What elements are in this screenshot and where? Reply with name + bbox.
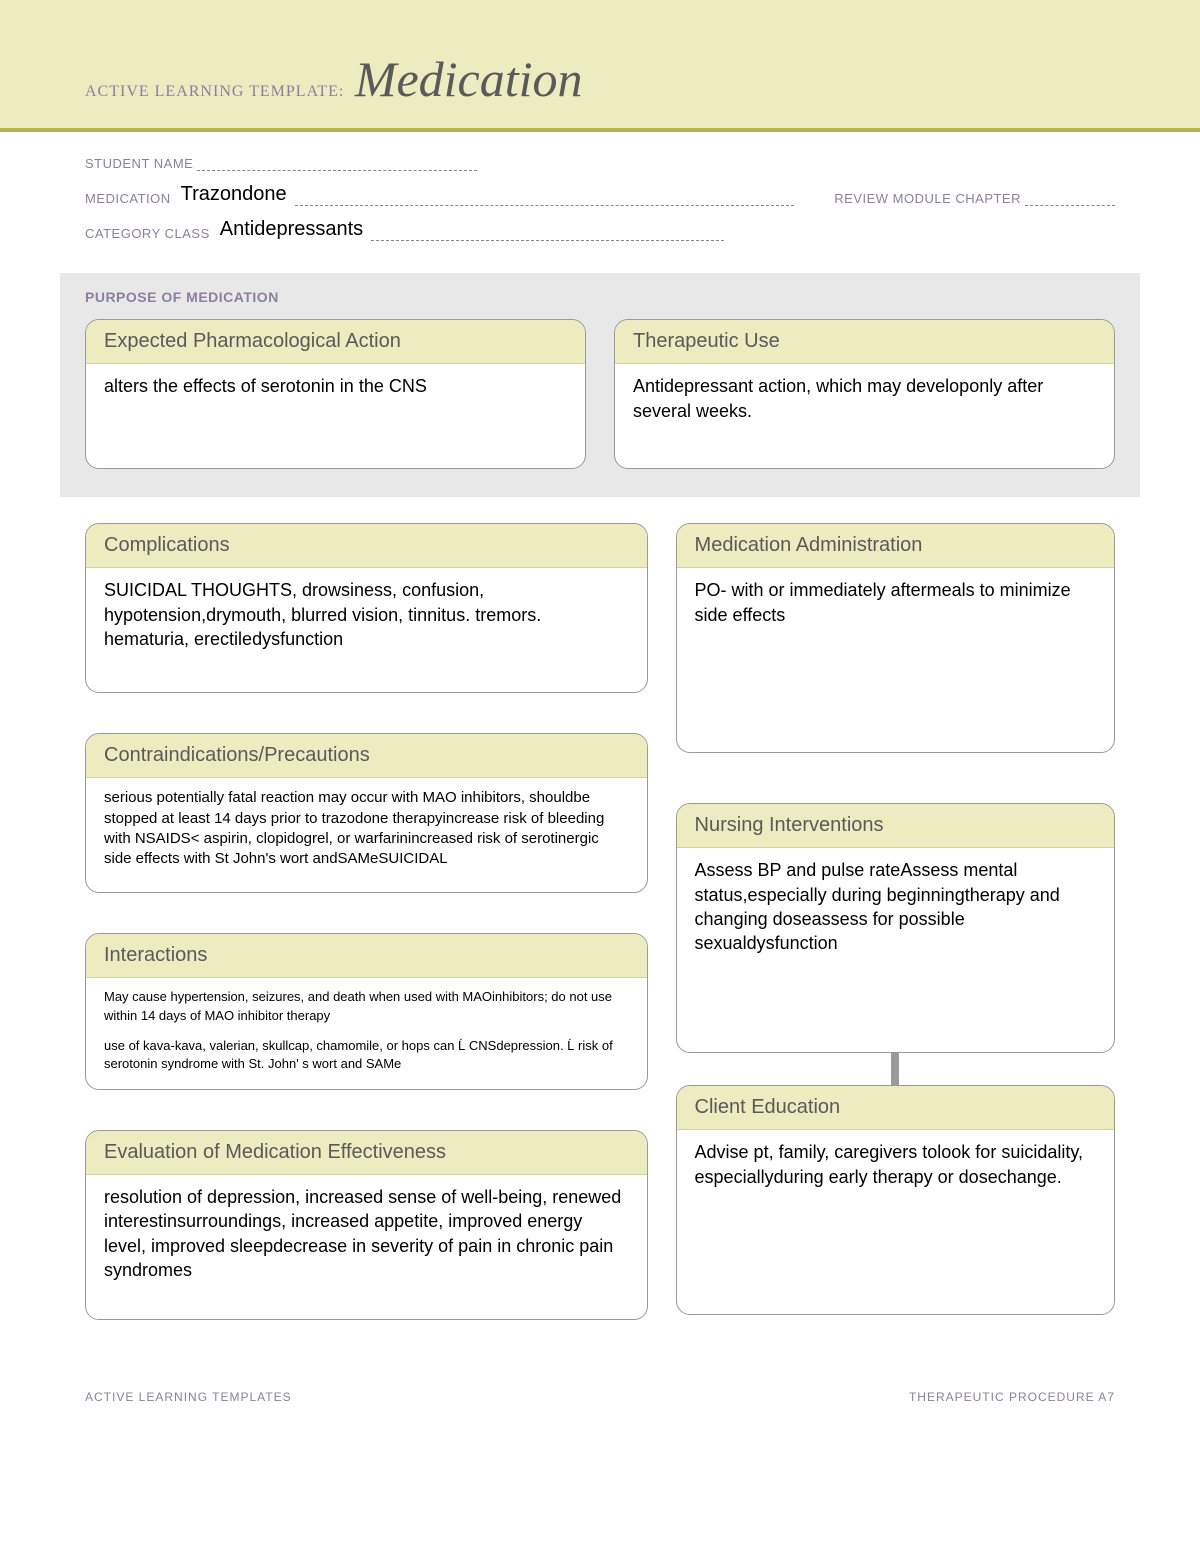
interactions-body-2: use of kava-kava, valerian, skullcap, ch…: [104, 1037, 629, 1073]
interactions-heading: Interactions: [86, 934, 647, 978]
student-info-block: STUDENT NAME MEDICATION Trazondone REVIE…: [0, 132, 1200, 273]
evaluation-body: resolution of depression, increased sens…: [86, 1175, 647, 1298]
main-grid: Complications SUICIDAL THOUGHTS, drowsin…: [0, 497, 1200, 1330]
medication-label: MEDICATION: [85, 191, 171, 206]
medication-admin-heading: Medication Administration: [677, 524, 1114, 568]
medication-blank: [295, 191, 795, 206]
template-label: ACTIVE LEARNING TEMPLATE:: [85, 83, 344, 100]
medication-admin-card: Medication Administration PO- with or im…: [676, 523, 1115, 753]
right-column: Medication Administration PO- with or im…: [676, 523, 1115, 1320]
contraindications-card: Contraindications/Precautions serious po…: [85, 733, 648, 893]
pharm-action-card: Expected Pharmacological Action alters t…: [85, 319, 586, 469]
interactions-card: Interactions May cause hypertension, sei…: [85, 933, 648, 1090]
category-label: CATEGORY CLASS: [85, 226, 210, 241]
nursing-interventions-body: Assess BP and pulse rateAssess mental st…: [677, 848, 1114, 971]
therapeutic-use-heading: Therapeutic Use: [615, 320, 1114, 364]
medication-admin-body: PO- with or immediately aftermeals to mi…: [677, 568, 1114, 643]
student-name-blank: [197, 156, 477, 171]
category-blank: [371, 226, 723, 241]
pharm-action-body: alters the effects of serotonin in the C…: [86, 364, 585, 414]
evaluation-heading: Evaluation of Medication Effectiveness: [86, 1131, 647, 1175]
client-education-body: Advise pt, family, caregivers tolook for…: [677, 1130, 1114, 1205]
therapeutic-use-card: Therapeutic Use Antidepressant action, w…: [614, 319, 1115, 469]
purpose-section: PURPOSE OF MEDICATION Expected Pharmacol…: [60, 273, 1140, 497]
complications-body: SUICIDAL THOUGHTS, drowsiness, confusion…: [86, 568, 647, 667]
pharm-action-heading: Expected Pharmacological Action: [86, 320, 585, 364]
client-education-card: Client Education Advise pt, family, care…: [676, 1085, 1115, 1315]
category-value: Antidepressants: [216, 218, 367, 241]
footer-left: ACTIVE LEARNING TEMPLATES: [85, 1390, 292, 1404]
evaluation-card: Evaluation of Medication Effectiveness r…: [85, 1130, 648, 1320]
footer-right: THERAPEUTIC PROCEDURE A7: [909, 1390, 1115, 1404]
client-education-heading: Client Education: [677, 1086, 1114, 1130]
purpose-title: PURPOSE OF MEDICATION: [85, 289, 1115, 305]
interactions-body-1: May cause hypertension, seizures, and de…: [104, 988, 629, 1024]
review-label: REVIEW MODULE CHAPTER: [834, 191, 1021, 206]
therapeutic-use-body: Antidepressant action, which may develop…: [615, 364, 1114, 439]
left-column: Complications SUICIDAL THOUGHTS, drowsin…: [85, 523, 648, 1320]
nursing-interventions-card: Nursing Interventions Assess BP and puls…: [676, 803, 1115, 1053]
complications-card: Complications SUICIDAL THOUGHTS, drowsin…: [85, 523, 648, 693]
student-name-label: STUDENT NAME: [85, 156, 193, 171]
header-band: ACTIVE LEARNING TEMPLATE: Medication: [0, 0, 1200, 132]
interactions-body: May cause hypertension, seizures, and de…: [86, 978, 647, 1089]
template-title: Medication: [355, 51, 583, 107]
contraindications-heading: Contraindications/Precautions: [86, 734, 647, 778]
complications-heading: Complications: [86, 524, 647, 568]
contraindications-body: serious potentially fatal reaction may o…: [86, 778, 647, 885]
medication-value: Trazondone: [177, 183, 291, 206]
connector-line: [891, 1053, 899, 1085]
nursing-interventions-heading: Nursing Interventions: [677, 804, 1114, 848]
review-blank: [1025, 191, 1115, 206]
page-footer: ACTIVE LEARNING TEMPLATES THERAPEUTIC PR…: [0, 1330, 1200, 1434]
